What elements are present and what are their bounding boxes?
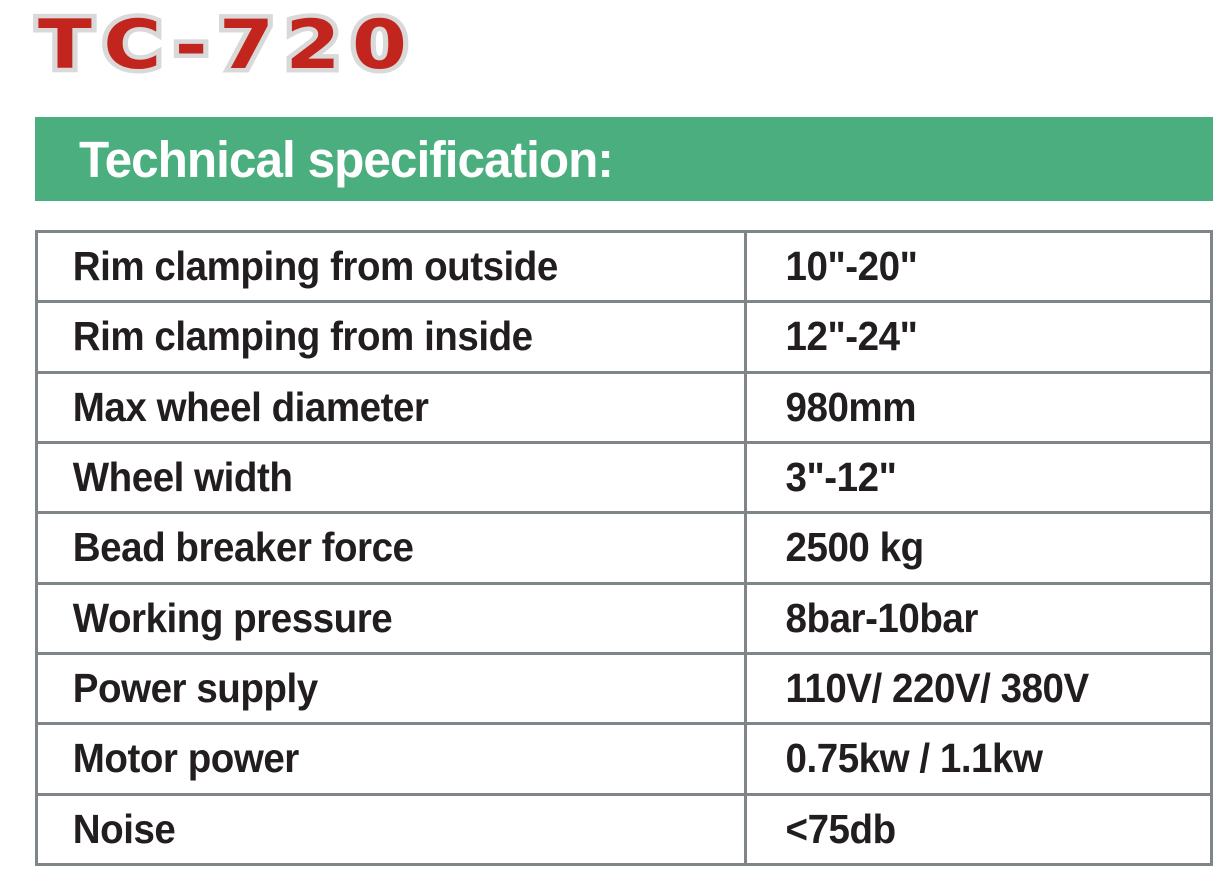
spec-label: Bead breaker force xyxy=(72,524,414,571)
table-row: Working pressure 8bar-10bar xyxy=(35,581,1213,655)
spec-value-cell: 0.75kw / 1.1kw xyxy=(744,722,1213,796)
spec-label-cell: Motor power xyxy=(35,722,747,796)
spec-value-cell: 110V/ 220V/ 380V xyxy=(744,651,1213,726)
section-header-banner: Technical specification: xyxy=(35,117,1213,201)
spec-label-cell: Max wheel diameter xyxy=(35,370,747,444)
spec-label-cell: Rim clamping from outside xyxy=(35,229,747,304)
table-row: Power supply 110V/ 220V/ 380V xyxy=(35,651,1213,726)
table-row: Bead breaker force 2500 kg xyxy=(35,511,1213,585)
spec-label-cell: Power supply xyxy=(35,651,747,726)
spec-value: 0.75kw / 1.1kw xyxy=(785,735,1043,782)
spec-value: 2500 kg xyxy=(785,524,925,571)
spec-label-cell: Noise xyxy=(35,792,747,867)
spec-label: Wheel width xyxy=(72,454,293,501)
table-row: Motor power 0.75kw / 1.1kw xyxy=(35,722,1213,796)
spec-value-cell: 10"-20" xyxy=(744,229,1213,304)
section-title: Technical specification: xyxy=(79,130,614,188)
spec-value-cell: 2500 kg xyxy=(744,511,1213,585)
table-row: Rim clamping from outside 10"-20" xyxy=(35,229,1213,304)
spec-value-cell: 8bar-10bar xyxy=(744,581,1213,655)
spec-table: Rim clamping from outside 10"-20" Rim cl… xyxy=(35,229,1213,867)
spec-value: 110V/ 220V/ 380V xyxy=(785,665,1090,712)
spec-label-cell: Bead breaker force xyxy=(35,511,747,585)
spec-value-cell: <75db xyxy=(744,792,1213,867)
spec-value: 980mm xyxy=(785,383,917,430)
spec-value: 3"-12" xyxy=(785,454,897,501)
product-model-logo: TC-720 TC-720 xyxy=(33,2,419,90)
spec-label: Working pressure xyxy=(72,594,393,641)
logo-outline-layer: TC-720 xyxy=(33,2,419,90)
spec-label: Max wheel diameter xyxy=(72,383,429,430)
spec-value: <75db xyxy=(785,805,897,852)
logo-text: TC-720 xyxy=(38,6,419,85)
spec-value: 8bar-10bar xyxy=(785,594,979,641)
spec-label: Rim clamping from outside xyxy=(72,243,559,290)
spec-label: Noise xyxy=(72,805,176,852)
table-row: Max wheel diameter 980mm xyxy=(35,370,1213,444)
spec-value-cell: 12"-24" xyxy=(744,300,1213,374)
spec-label: Power supply xyxy=(72,665,318,712)
spec-label-cell: Working pressure xyxy=(35,581,747,655)
spec-value-cell: 980mm xyxy=(744,370,1213,444)
table-row: Rim clamping from inside 12"-24" xyxy=(35,300,1213,374)
spec-label: Rim clamping from inside xyxy=(72,313,533,360)
spec-label: Motor power xyxy=(72,735,300,782)
table-row: Noise <75db xyxy=(35,792,1213,867)
spec-value-cell: 3"-12" xyxy=(744,440,1213,515)
table-row: Wheel width 3"-12" xyxy=(35,440,1213,515)
spec-label-cell: Wheel width xyxy=(35,440,747,515)
spec-value: 10"-20" xyxy=(785,243,918,290)
spec-label-cell: Rim clamping from inside xyxy=(35,300,747,374)
spec-value: 12"-24" xyxy=(785,313,918,360)
